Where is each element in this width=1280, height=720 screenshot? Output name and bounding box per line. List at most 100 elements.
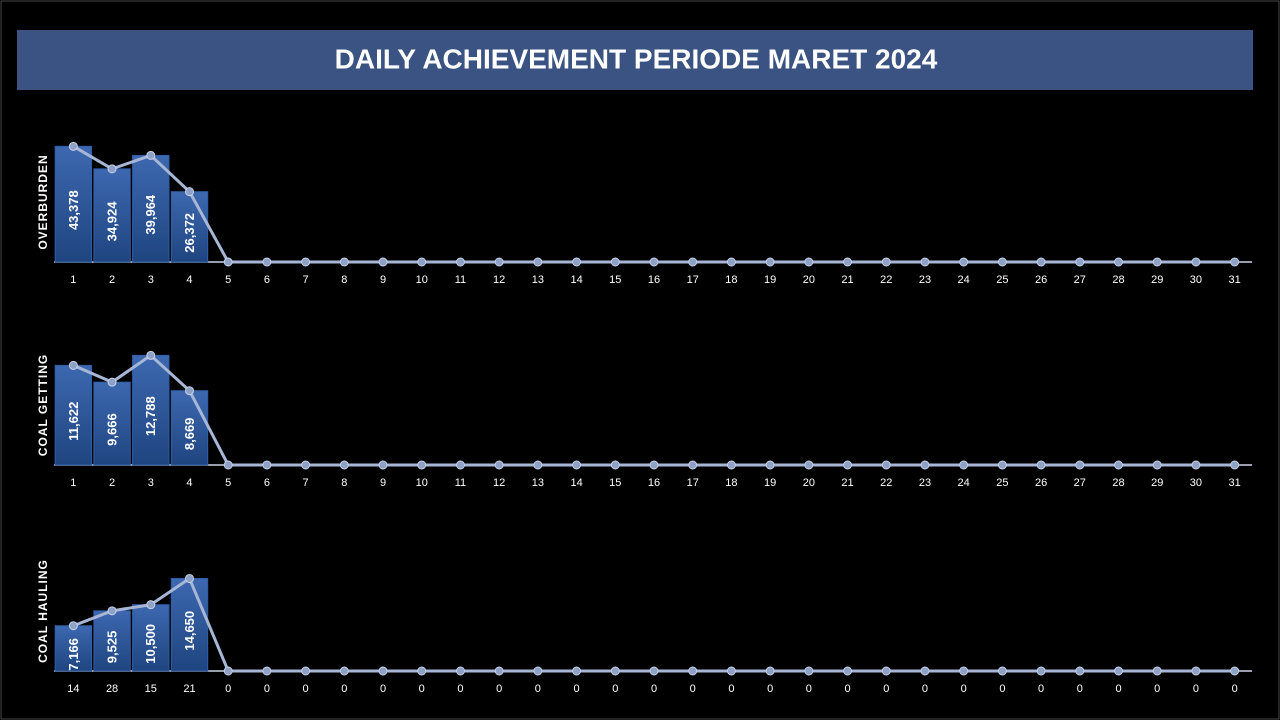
line-point <box>1191 666 1201 676</box>
x-tick-label: 30 <box>1190 274 1202 286</box>
line-point <box>107 377 117 387</box>
line-point <box>107 164 117 174</box>
x-tick-label: 14 <box>570 477 582 489</box>
x-tick-label: 28 <box>1112 274 1124 286</box>
x-tick-label: 0 <box>690 683 696 695</box>
x-tick-label: 0 <box>728 683 734 695</box>
x-tick-label: 0 <box>1115 683 1121 695</box>
line-point <box>726 257 736 267</box>
line-point <box>765 460 775 470</box>
x-tick-label: 5 <box>225 477 231 489</box>
x-tick-label: 1 <box>70 477 76 489</box>
line-point <box>494 460 504 470</box>
line-point <box>455 460 465 470</box>
x-tick-label: 0 <box>651 683 657 695</box>
x-tick-label: 3 <box>148 274 154 286</box>
x-tick-label: 0 <box>574 683 580 695</box>
line-point <box>1075 666 1085 676</box>
x-tick-label: 24 <box>958 477 970 489</box>
x-tick-label: 30 <box>1190 477 1202 489</box>
x-tick-label: 13 <box>532 477 544 489</box>
x-tick-label: 0 <box>419 683 425 695</box>
line-point <box>959 460 969 470</box>
line-point <box>649 460 659 470</box>
x-tick-label: 19 <box>764 477 776 489</box>
line-point <box>301 257 311 267</box>
x-tick-label: 29 <box>1151 274 1163 286</box>
x-tick-label: 12 <box>493 274 505 286</box>
x-tick-label: 0 <box>806 683 812 695</box>
line-point <box>184 573 194 583</box>
line-point <box>572 666 582 676</box>
x-tick-label: 7 <box>303 274 309 286</box>
value-label: 43,378 <box>66 190 81 230</box>
line <box>72 353 1235 467</box>
line-point <box>339 460 349 470</box>
x-tick-label: 20 <box>803 477 815 489</box>
x-tick-label: 21 <box>841 274 853 286</box>
line-point <box>804 666 814 676</box>
x-tick-label: 17 <box>687 477 699 489</box>
line-point <box>1036 257 1046 267</box>
x-tick-label: 15 <box>145 683 157 695</box>
line-point <box>688 460 698 470</box>
x-tick-label: 17 <box>687 274 699 286</box>
line-point <box>843 460 853 470</box>
line-point <box>1075 257 1085 267</box>
line-point <box>959 257 969 267</box>
line-point <box>301 666 311 676</box>
line-point <box>1036 666 1046 676</box>
y-axis-label: COAL HAULING <box>36 559 50 663</box>
line-point <box>455 257 465 267</box>
x-tick-label: 0 <box>225 683 231 695</box>
line-point <box>843 257 853 267</box>
line-point <box>146 600 156 610</box>
line-point <box>494 666 504 676</box>
x-tick-label: 15 <box>609 477 621 489</box>
x-tick-label: 0 <box>264 683 270 695</box>
line-point <box>417 666 427 676</box>
x-tick-label: 0 <box>961 683 967 695</box>
value-label: 9,525 <box>105 631 120 664</box>
line-point <box>649 257 659 267</box>
line-point <box>726 460 736 470</box>
line-point <box>223 460 233 470</box>
x-tick-label: 25 <box>996 477 1008 489</box>
x-tick-label: 15 <box>609 274 621 286</box>
line-point <box>262 460 272 470</box>
x-tick-label: 31 <box>1229 477 1241 489</box>
line-point <box>1114 666 1124 676</box>
line-point <box>649 666 659 676</box>
x-tick-label: 31 <box>1229 274 1241 286</box>
x-tick-label: 23 <box>919 274 931 286</box>
line-point <box>572 257 582 267</box>
line-point <box>533 666 543 676</box>
line-point <box>455 666 465 676</box>
line-point <box>804 460 814 470</box>
line-point <box>1152 460 1162 470</box>
x-tick-label: 11 <box>455 274 466 286</box>
line-point <box>997 257 1007 267</box>
line-point <box>804 257 814 267</box>
x-tick-label: 9 <box>380 477 386 489</box>
x-tick-label: 0 <box>844 683 850 695</box>
bar <box>132 604 170 672</box>
line <box>72 145 1235 264</box>
x-tick-label: 0 <box>612 683 618 695</box>
value-label: 26,372 <box>182 213 197 253</box>
line-point <box>146 150 156 160</box>
x-tick-label: 25 <box>996 274 1008 286</box>
value-label: 8,669 <box>182 418 197 451</box>
bar <box>93 381 131 466</box>
line-point <box>572 460 582 470</box>
page-title: DAILY ACHIEVEMENT PERIODE MARET 2024 <box>335 43 938 74</box>
line-point <box>533 460 543 470</box>
x-tick-label: 7 <box>303 477 309 489</box>
line-point <box>223 257 233 267</box>
line-point <box>1230 460 1240 470</box>
line-point <box>262 257 272 267</box>
title-banner <box>17 30 1253 90</box>
x-tick-label: 27 <box>1074 274 1086 286</box>
x-tick-label: 22 <box>880 274 892 286</box>
